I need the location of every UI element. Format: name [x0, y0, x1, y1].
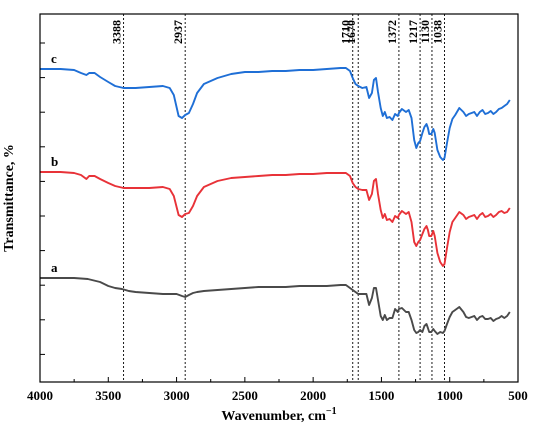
y-axis-title: Transmittance, % [2, 144, 17, 252]
series-line-b [40, 171, 511, 267]
x-tick-label: 3000 [164, 388, 190, 403]
annotation-lines [123, 14, 445, 382]
trace-labels: c b a [51, 51, 58, 275]
x-tick-label: 1500 [368, 388, 394, 403]
annotation-label: 2937 [171, 20, 185, 44]
annotation-label: 1670 [344, 20, 358, 44]
annotation-label: 1710 [339, 20, 353, 44]
series-layer [40, 67, 511, 335]
annotation-label: 1217 [406, 20, 420, 44]
x-ticks: 4000 3500 3000 2500 2000 1500 1000 500 [27, 377, 528, 403]
series-label-a: a [51, 260, 58, 275]
x-tick-label: 3500 [95, 388, 121, 403]
series-label-c: c [51, 51, 57, 66]
y-ticks [40, 42, 45, 355]
x-tick-label: 2000 [300, 388, 326, 403]
x-tick-label: 500 [508, 388, 528, 403]
annotation-label: 1038 [431, 20, 445, 44]
series-line-a [40, 277, 511, 335]
x-tick-label: 2500 [232, 388, 258, 403]
annotation-label: 1130 [418, 20, 432, 43]
x-tick-label: 1000 [437, 388, 463, 403]
annotation-label: 1372 [385, 20, 399, 44]
series-line-c [40, 67, 511, 161]
annotation-label: 3388 [110, 20, 124, 44]
x-tick-label: 4000 [27, 388, 53, 403]
x-axis-title: Wavenumber, cm−1 [221, 406, 336, 424]
series-label-b: b [51, 154, 58, 169]
